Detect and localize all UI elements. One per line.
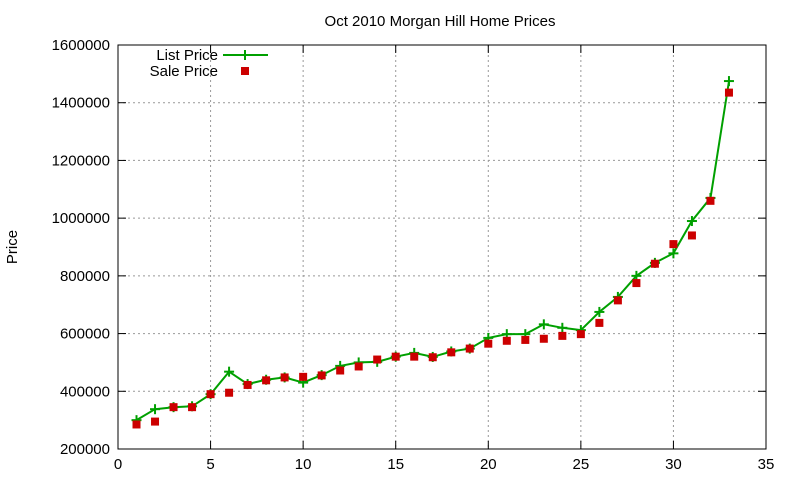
sale-price-point (613, 296, 622, 305)
list-price-point (150, 404, 161, 415)
y-tick-labels: 200000 400000 600000 800000 1000000 1200000 14… (52, 37, 110, 458)
sale-price-point (317, 371, 326, 380)
series-line-list-price (135, 80, 730, 421)
sale-price-point (132, 420, 141, 429)
list-price-point (557, 322, 568, 333)
legend-marker-list-price (240, 50, 250, 60)
sale-price-point (391, 352, 400, 361)
sale-price-point (151, 417, 160, 426)
y-tick-label: 800000 (60, 268, 110, 285)
x-tick-label: 15 (387, 456, 404, 473)
sale-price-point (262, 376, 271, 385)
sale-price-point (706, 196, 715, 205)
legend-marker-sale-price (241, 67, 249, 75)
sale-price-point (188, 403, 197, 412)
sale-price-point (650, 259, 659, 268)
x-tick-label: 25 (573, 456, 590, 473)
sale-price-point (669, 240, 678, 249)
list-price-point (723, 76, 734, 87)
x-tick-labels: 0 5 10 15 20 25 30 35 (114, 456, 775, 473)
sale-price-point (539, 334, 548, 343)
y-tick-label: 200000 (60, 441, 110, 458)
sale-price-point (373, 355, 382, 364)
sale-price-point (243, 380, 252, 389)
y-tick-label: 1000000 (52, 210, 110, 227)
y-tick-label: 1200000 (52, 152, 110, 169)
sale-price-point (336, 366, 345, 375)
sale-price-point (687, 231, 696, 240)
sale-price-point (521, 335, 530, 344)
sale-price-point (206, 390, 215, 399)
sale-price-point (724, 88, 733, 97)
y-tick-label: 1600000 (52, 37, 110, 54)
y-tick-label: 1400000 (52, 95, 110, 112)
sale-price-point (410, 352, 419, 361)
x-tick-label: 5 (206, 456, 214, 473)
list-price-point (224, 366, 235, 377)
x-tick-label: 0 (114, 456, 122, 473)
sale-price-point (595, 318, 604, 327)
chart-title: Oct 2010 Morgan Hill Home Prices (325, 13, 556, 30)
sale-price-point (299, 372, 308, 381)
y-tick-label: 600000 (60, 326, 110, 343)
sale-price-point (632, 279, 641, 288)
y-tick-label: 400000 (60, 383, 110, 400)
sale-price-point (280, 373, 289, 382)
sale-price-point (576, 330, 585, 339)
x-tick-label: 20 (480, 456, 497, 473)
sale-price-point (465, 344, 474, 353)
sale-price-point (447, 348, 456, 357)
sale-price-point (428, 353, 437, 362)
list-price-point (594, 306, 605, 317)
sale-price-point (558, 331, 567, 340)
legend-label-sale-price: Sale Price (150, 63, 218, 80)
sale-price-point (169, 403, 178, 412)
list-price-point (668, 248, 679, 259)
sale-price-point (502, 336, 511, 345)
list-price-point (686, 216, 697, 227)
legend: List Price Sale Price (150, 47, 268, 80)
x-tick-label: 35 (758, 456, 775, 473)
y-axis-label: Price (4, 230, 21, 264)
sale-price-point (225, 388, 234, 397)
legend-label-list-price: List Price (156, 47, 218, 64)
list-price-point (538, 319, 549, 330)
sale-price-point (354, 362, 363, 371)
plot-area-border (117, 44, 767, 450)
x-tick-label: 10 (295, 456, 312, 473)
axis-ticks (117, 44, 767, 450)
sale-price-point (484, 339, 493, 348)
series-layer (131, 76, 734, 429)
x-tick-label: 30 (665, 456, 682, 473)
